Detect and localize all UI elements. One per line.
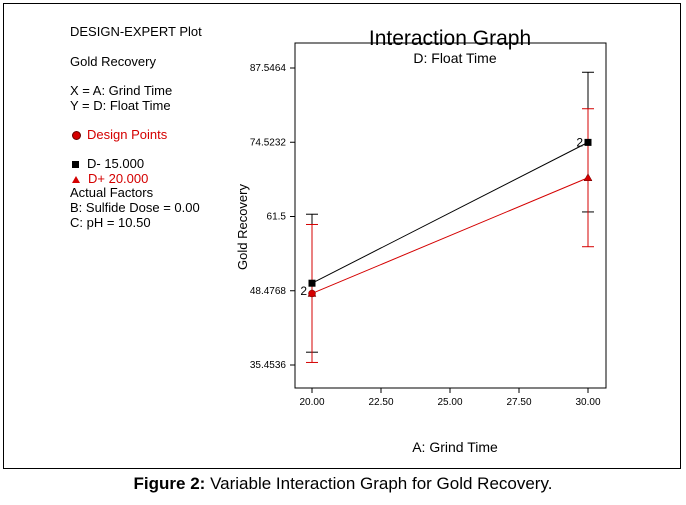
series-point-square	[308, 279, 316, 287]
design-points-label: Design Points	[87, 127, 168, 142]
x-tick-label: 22.50	[368, 397, 393, 408]
y-tick-label: 87.5464	[250, 63, 287, 74]
y-tick-label: 61.5	[267, 212, 287, 223]
point-count-label: 2	[300, 284, 307, 298]
series-line	[311, 141, 589, 284]
x-tick-label: 30.00	[575, 397, 600, 408]
factor-b-value: B: Sulfide Dose = 0.00	[70, 200, 200, 215]
plot-heading: DESIGN-EXPERT Plot	[70, 24, 202, 39]
y-axis-label: Gold Recovery	[235, 184, 250, 270]
caption-prefix: Figure 2:	[133, 474, 206, 493]
chart-title: Interaction Graph	[369, 27, 531, 50]
plot-area	[294, 42, 607, 389]
series-line	[311, 177, 589, 294]
design-points-icon	[72, 131, 81, 141]
legend-high-label: D+ 20.000	[88, 171, 149, 186]
factor-c-value: C: pH = 10.50	[70, 215, 151, 230]
response-name: Gold Recovery	[70, 54, 156, 69]
chart-subtitle: D: Float Time	[413, 50, 496, 66]
y-factor-line: Y = D: Float Time	[70, 98, 171, 113]
legend-high: D+ 20.000	[72, 171, 148, 186]
figure-caption: Figure 2: Variable Interaction Graph for…	[0, 474, 686, 494]
x-tick-label: 27.50	[506, 397, 531, 408]
design-points-legend: Design Points	[72, 127, 167, 142]
y-tick-label: 74.5232	[250, 137, 287, 148]
caption-text: Variable Interaction Graph for Gold Reco…	[205, 474, 553, 493]
x-factor-line: X = A: Grind Time	[70, 83, 173, 98]
x-tick-label: 20.00	[299, 397, 324, 408]
actual-factors-heading: Actual Factors	[70, 185, 154, 200]
legend-low-label: D- 15.000	[87, 156, 145, 171]
x-tick-label: 25.00	[437, 397, 462, 408]
red-triangle-icon	[72, 176, 80, 184]
series-point-triangle	[583, 173, 593, 181]
legend-low: D- 15.000	[72, 156, 144, 171]
design-point-dot	[308, 289, 316, 298]
black-square-icon	[72, 161, 79, 169]
y-tick-label: 48.4768	[250, 286, 287, 297]
figure-frame	[3, 3, 681, 469]
point-count-label: 2	[576, 135, 583, 149]
y-tick-label: 35.4536	[250, 360, 287, 371]
series-point-square	[584, 138, 592, 146]
x-axis-label: A: Grind Time	[412, 439, 498, 455]
